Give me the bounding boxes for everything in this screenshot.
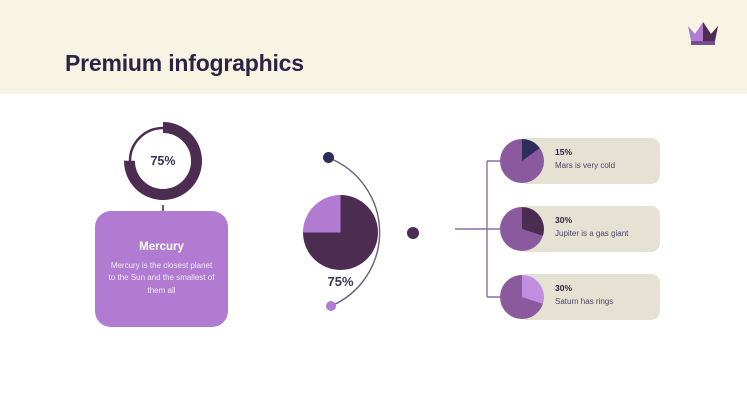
info-card-mercury[interactable]: Mercury Mercury is the closest planet to… bbox=[95, 211, 228, 327]
stat-row-pie bbox=[500, 275, 544, 319]
header-band bbox=[0, 0, 747, 94]
orbit-dot-top bbox=[323, 152, 334, 163]
page-title: Premium infographics bbox=[65, 50, 304, 76]
orbit-dot-hub bbox=[407, 227, 419, 239]
info-card-body: Mercury is the closest planet to the Sun… bbox=[108, 261, 215, 295]
center-module: 75% bbox=[295, 140, 480, 325]
orbit-dot-bottom bbox=[326, 301, 336, 311]
stat-row-text: 30% Jupiter is a gas giant bbox=[555, 215, 655, 238]
stat-row-jupiter[interactable]: 30% Jupiter is a gas giant bbox=[500, 206, 660, 252]
center-pie-label: 75% bbox=[327, 274, 354, 289]
orbit-arc bbox=[328, 157, 381, 307]
stat-row-mars[interactable]: 15% Mars is very cold bbox=[500, 138, 660, 184]
stat-row-description: Saturn has rings bbox=[555, 297, 614, 306]
stat-row-description: Jupiter is a gas giant bbox=[555, 229, 629, 238]
donut-chart: 75% bbox=[117, 115, 209, 207]
stat-row-percent: 30% bbox=[555, 215, 573, 225]
donut-value-label: 75% bbox=[150, 154, 176, 168]
right-module: 15% Mars is very cold 30% Jupiter is a g… bbox=[455, 138, 660, 333]
stat-row-percent: 15% bbox=[555, 147, 573, 157]
stat-row-saturn[interactable]: 30% Saturn has rings bbox=[500, 274, 660, 320]
info-card-title: Mercury bbox=[139, 241, 184, 253]
stat-row-pie bbox=[500, 139, 544, 183]
crown-icon bbox=[688, 22, 718, 45]
stat-row-text: 30% Saturn has rings bbox=[555, 283, 655, 306]
left-module: 75% Mercury Mercury is the closest plane… bbox=[95, 115, 230, 330]
stat-row-text: 15% Mars is very cold bbox=[555, 147, 655, 170]
stat-row-description: Mars is very cold bbox=[555, 161, 616, 170]
stat-row-pie bbox=[500, 207, 544, 251]
stat-row-percent: 30% bbox=[555, 283, 573, 293]
center-pie-chart bbox=[303, 195, 378, 270]
